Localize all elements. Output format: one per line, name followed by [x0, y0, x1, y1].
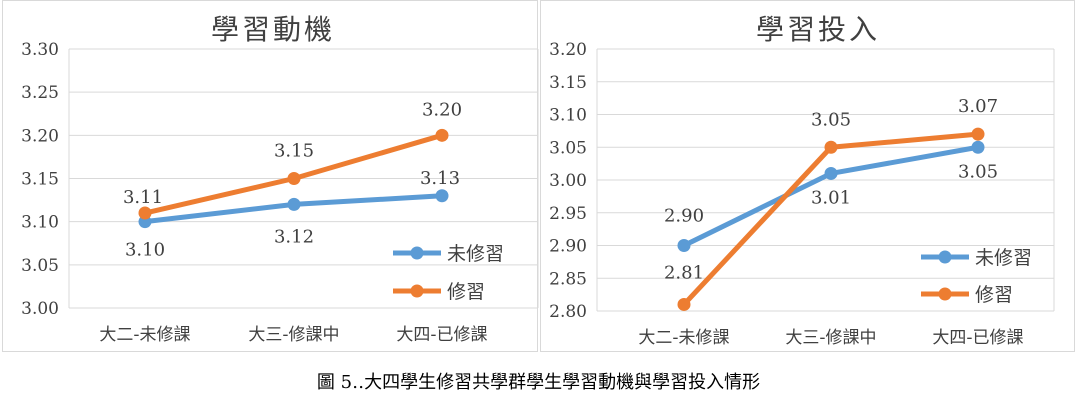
data-label: 3.10 — [125, 240, 165, 261]
x-tick-label: 大三-修課中 — [248, 325, 339, 345]
data-point — [435, 128, 449, 142]
data-point — [677, 239, 691, 252]
y-tick-label: 2.80 — [549, 302, 587, 322]
data-label: 3.15 — [274, 141, 314, 162]
y-tick-label: 2.90 — [549, 237, 587, 257]
y-tick-label: 3.00 — [21, 299, 59, 319]
data-label: 3.01 — [811, 187, 851, 208]
legend-label: 未修習 — [975, 247, 1032, 269]
data-point — [971, 127, 985, 141]
y-tick-label: 3.00 — [549, 171, 587, 191]
legend-label: 修習 — [975, 284, 1013, 306]
x-tick-label: 大四-已修課 — [396, 325, 487, 345]
y-tick-label: 3.20 — [549, 40, 587, 60]
data-point — [435, 189, 449, 203]
y-tick-label: 2.95 — [549, 204, 587, 224]
data-point — [824, 140, 838, 154]
figure-caption: 圖 5‥大四學生修習共學群學生學習動機與學習投入情形 — [316, 372, 761, 393]
data-label: 3.13 — [420, 168, 460, 189]
chart-title: 學習投入 — [756, 13, 880, 46]
x-tick-label: 大二-未修課 — [99, 325, 190, 345]
data-label: 3.12 — [274, 226, 314, 247]
x-tick-label: 大三-修課中 — [785, 328, 876, 348]
chart-learning-engagement: 學習投入 2.80 2.85 2.90 2.95 3.00 3.05 3.10 3.15 3.20… — [549, 13, 1055, 348]
y-tick-label: 3.25 — [21, 83, 59, 103]
legend-swatch-marker — [410, 284, 424, 298]
data-point — [287, 197, 301, 211]
data-point — [971, 140, 985, 154]
chart-panel-learning-engagement: 學習投入 2.80 2.85 2.90 2.95 3.00 3.05 3.10 3.15 3.20… — [540, 0, 1075, 352]
y-tick-label: 3.15 — [21, 170, 59, 190]
y-tick-label: 3.15 — [549, 73, 587, 93]
data-point — [287, 172, 301, 185]
legend-swatch-marker — [938, 287, 952, 301]
data-label: 3.05 — [958, 161, 998, 182]
y-tick-label: 3.10 — [21, 213, 59, 233]
data-point — [677, 297, 691, 311]
legend-swatch-marker — [938, 250, 952, 264]
y-tick-label: 3.05 — [549, 138, 587, 158]
y-tick-label: 2.85 — [549, 269, 587, 289]
y-tick-label: 3.30 — [21, 40, 59, 60]
data-label: 2.90 — [664, 206, 704, 227]
data-point — [138, 206, 152, 220]
data-label: 2.81 — [664, 262, 704, 283]
legend-label: 修習 — [447, 281, 485, 303]
chart-learning-motivation: 學習動機 3.00 3.05 3.10 3.15 3.20 3.25 3.30 大二-未修課 大三… — [21, 13, 539, 345]
data-point — [824, 166, 838, 180]
chart-panel-learning-motivation: 學習動機 3.00 3.05 3.10 3.15 3.20 3.25 3.30 大二-未修課 大三… — [2, 0, 539, 352]
y-tick-label: 3.20 — [21, 126, 59, 146]
data-label: 3.20 — [422, 99, 462, 120]
data-label: 3.05 — [811, 109, 851, 130]
data-label: 3.07 — [958, 96, 998, 117]
legend-label: 未修習 — [447, 243, 504, 265]
chart-title: 學習動機 — [211, 13, 335, 46]
y-tick-label: 3.05 — [21, 256, 59, 276]
x-tick-label: 大二-未修課 — [638, 328, 729, 348]
series-line — [681, 131, 981, 307]
y-tick-label: 3.10 — [549, 106, 587, 126]
data-label: 3.11 — [123, 187, 163, 208]
legend-swatch-marker — [410, 246, 424, 260]
x-tick-label: 大四-已修課 — [932, 328, 1023, 348]
